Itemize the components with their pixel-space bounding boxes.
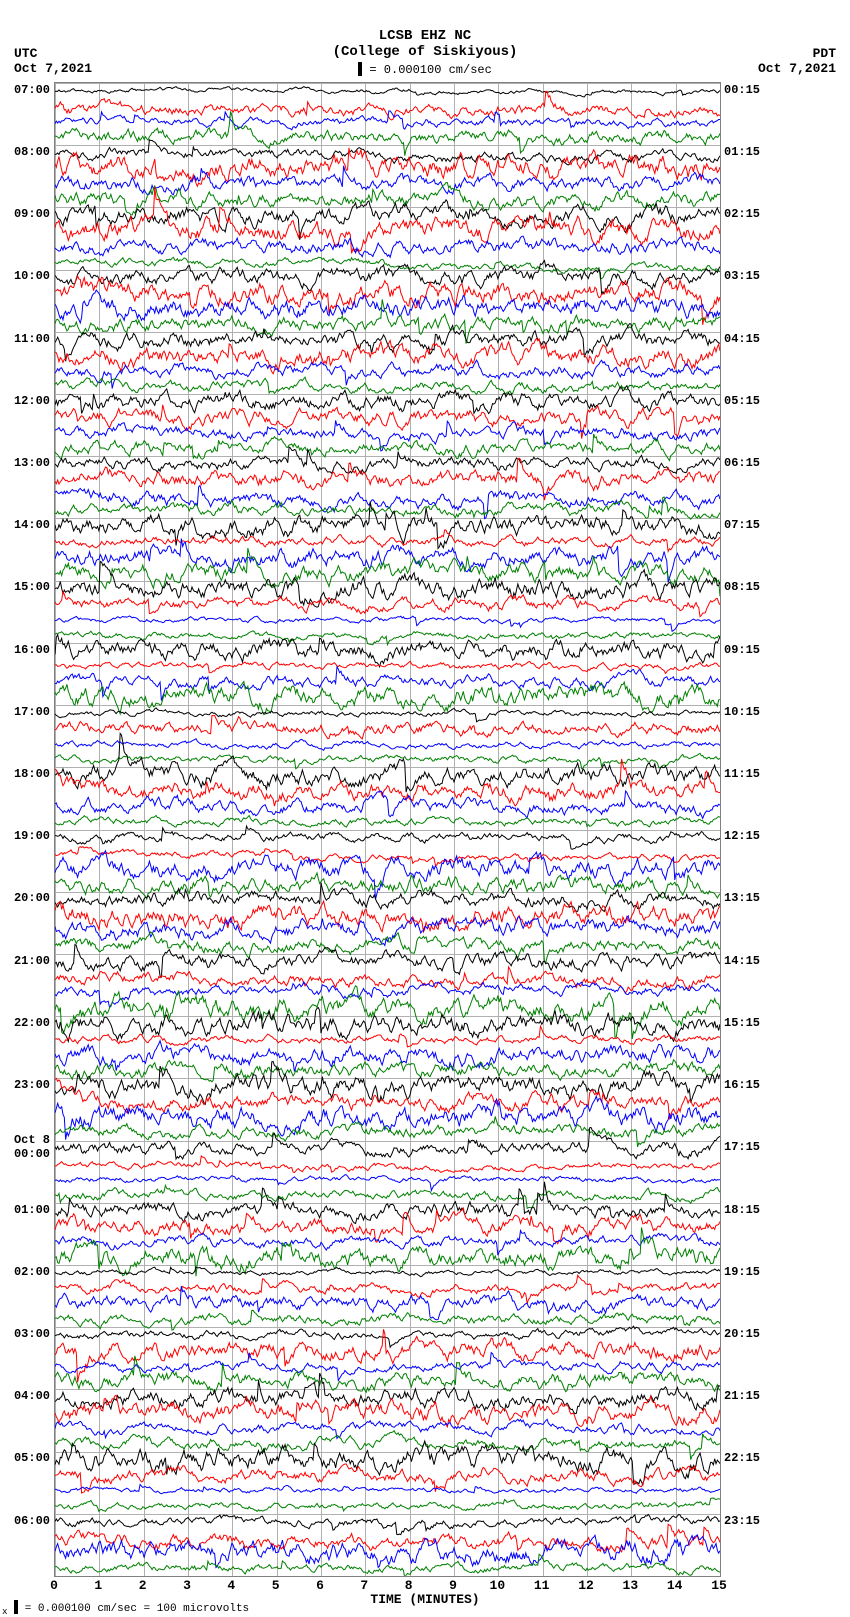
title-line-2: (College of Siskiyous) <box>333 44 518 60</box>
utc-hour-label: Oct 8 00:00 <box>14 1133 50 1161</box>
pdt-hour-label: 12:15 <box>724 829 760 843</box>
pdt-hour-label: 21:15 <box>724 1389 760 1403</box>
grid-horizontal <box>55 1576 720 1577</box>
pdt-hour-label: 06:15 <box>724 456 760 470</box>
pdt-hour-label: 19:15 <box>724 1265 760 1279</box>
utc-hour-label: 08:00 <box>14 145 50 159</box>
x-tick-label: 0 <box>50 1578 58 1593</box>
left-tz-label: UTC <box>14 46 37 61</box>
utc-hour-label: 14:00 <box>14 518 50 532</box>
pdt-hour-label: 03:15 <box>724 269 760 283</box>
utc-hour-label: 18:00 <box>14 767 50 781</box>
utc-hour-label: 09:00 <box>14 207 50 221</box>
helicorder-container: LCSB EHZ NC (College of Siskiyous) = 0.0… <box>0 0 850 1613</box>
right-tz-label: PDT <box>813 46 836 61</box>
utc-hour-label: 04:00 <box>14 1389 50 1403</box>
utc-hour-label: 16:00 <box>14 643 50 657</box>
footer-scale: x = 0.000100 cm/sec = 100 microvolts <box>2 1600 249 1617</box>
scale-bar-icon <box>358 62 362 76</box>
utc-hour-label: 07:00 <box>14 83 50 97</box>
pdt-hour-label: 23:15 <box>724 1514 760 1528</box>
x-tick-label: 1 <box>94 1578 102 1593</box>
x-tick-label: 3 <box>183 1578 191 1593</box>
utc-hour-label: 15:00 <box>14 580 50 594</box>
scale-indicator: = 0.000100 cm/sec <box>0 62 850 77</box>
footer-text: = 0.000100 cm/sec = 100 microvolts <box>25 1603 249 1615</box>
utc-hour-label: 19:00 <box>14 829 50 843</box>
seismic-trace <box>55 1545 720 1577</box>
utc-hour-label: 22:00 <box>14 1016 50 1030</box>
pdt-hour-label: 04:15 <box>724 332 760 346</box>
grid-vertical <box>720 83 721 1576</box>
title-line-1: LCSB EHZ NC <box>379 28 471 44</box>
x-tick-label: 15 <box>711 1578 727 1593</box>
pdt-hour-label: 08:15 <box>724 580 760 594</box>
utc-hour-label: 10:00 <box>14 269 50 283</box>
seismograph-plot <box>54 82 721 1577</box>
pdt-hour-label: 14:15 <box>724 954 760 968</box>
pdt-hour-label: 20:15 <box>724 1327 760 1341</box>
right-tz-date: Oct 7,2021 <box>758 61 836 76</box>
utc-hour-label: 23:00 <box>14 1078 50 1092</box>
x-tick-label: 11 <box>534 1578 550 1593</box>
scale-text: = 0.000100 cm/sec <box>369 63 491 77</box>
pdt-hour-label: 07:15 <box>724 518 760 532</box>
utc-hour-label: 01:00 <box>14 1203 50 1217</box>
x-tick-label: 7 <box>360 1578 368 1593</box>
pdt-hour-label: 11:15 <box>724 767 760 781</box>
pdt-hour-label: 17:15 <box>724 1140 760 1154</box>
pdt-hour-label: 09:15 <box>724 643 760 657</box>
utc-hour-label: 05:00 <box>14 1451 50 1465</box>
pdt-hour-label: 05:15 <box>724 394 760 408</box>
x-tick-label: 6 <box>316 1578 324 1593</box>
x-tick-label: 5 <box>272 1578 280 1593</box>
chart-title: LCSB EHZ NC (College of Siskiyous) <box>0 28 850 60</box>
x-tick-label: 14 <box>667 1578 683 1593</box>
utc-hour-label: 21:00 <box>14 954 50 968</box>
x-tick-label: 12 <box>578 1578 594 1593</box>
right-timezone-block: PDT Oct 7,2021 <box>758 46 836 76</box>
x-tick-label: 2 <box>139 1578 147 1593</box>
utc-hour-label: 13:00 <box>14 456 50 470</box>
pdt-hour-label: 10:15 <box>724 705 760 719</box>
left-tz-date: Oct 7,2021 <box>14 61 92 76</box>
utc-hour-label: 02:00 <box>14 1265 50 1279</box>
pdt-hour-label: 13:15 <box>724 891 760 905</box>
pdt-hour-label: 16:15 <box>724 1078 760 1092</box>
x-tick-label: 13 <box>623 1578 639 1593</box>
footer-scale-bar-icon <box>14 1600 18 1614</box>
utc-hour-label: 17:00 <box>14 705 50 719</box>
pdt-hour-label: 22:15 <box>724 1451 760 1465</box>
utc-hour-label: 20:00 <box>14 891 50 905</box>
utc-hour-label: 11:00 <box>14 332 50 346</box>
x-tick-label: 8 <box>405 1578 413 1593</box>
pdt-hour-label: 18:15 <box>724 1203 760 1217</box>
x-tick-label: 9 <box>449 1578 457 1593</box>
pdt-hour-label: 01:15 <box>724 145 760 159</box>
utc-hour-label: 12:00 <box>14 394 50 408</box>
x-tick-label: 4 <box>227 1578 235 1593</box>
pdt-hour-label: 02:15 <box>724 207 760 221</box>
x-tick-label: 10 <box>490 1578 506 1593</box>
utc-hour-label: 06:00 <box>14 1514 50 1528</box>
utc-hour-label: 03:00 <box>14 1327 50 1341</box>
pdt-hour-label: 15:15 <box>724 1016 760 1030</box>
pdt-hour-label: 00:15 <box>724 83 760 97</box>
left-timezone-block: UTC Oct 7,2021 <box>14 46 92 76</box>
